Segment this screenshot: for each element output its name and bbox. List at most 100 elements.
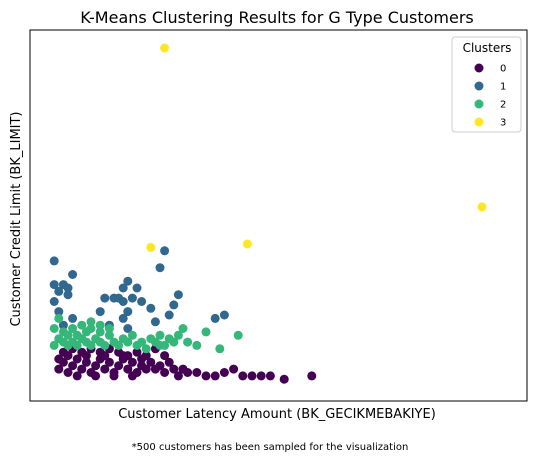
point-cluster-2 <box>192 340 202 350</box>
point-cluster-0 <box>58 347 68 357</box>
point-cluster-0 <box>210 371 220 381</box>
point-cluster-0 <box>307 371 317 381</box>
point-cluster-2 <box>104 330 114 340</box>
point-cluster-1 <box>54 307 64 317</box>
point-cluster-1 <box>49 297 59 306</box>
point-cluster-1 <box>49 256 59 266</box>
point-cluster-1 <box>118 313 128 323</box>
point-cluster-1 <box>210 313 220 323</box>
point-cluster-1 <box>95 307 105 317</box>
point-cluster-1 <box>127 293 137 303</box>
point-cluster-1 <box>173 290 183 300</box>
point-cluster-1 <box>118 283 128 293</box>
point-cluster-0 <box>192 368 202 377</box>
point-cluster-3 <box>242 239 252 249</box>
point-cluster-3 <box>477 202 487 212</box>
legend-label-1: 1 <box>500 82 506 93</box>
footnote: *500 customers has been sampled for the … <box>132 442 409 453</box>
point-cluster-2 <box>215 344 225 354</box>
point-cluster-2 <box>49 340 59 350</box>
point-cluster-0 <box>91 361 101 371</box>
point-cluster-2 <box>95 327 105 337</box>
point-cluster-2 <box>183 337 193 347</box>
point-cluster-2 <box>127 330 137 340</box>
point-cluster-3 <box>160 43 170 53</box>
point-cluster-1 <box>150 317 160 327</box>
point-cluster-1 <box>155 263 165 273</box>
point-cluster-0 <box>114 361 124 371</box>
point-cluster-1 <box>137 297 147 306</box>
point-cluster-2 <box>123 337 133 347</box>
point-cluster-2 <box>86 324 96 333</box>
legend-label-3: 3 <box>500 118 506 129</box>
point-cluster-2 <box>77 320 87 330</box>
point-cluster-1 <box>58 320 68 330</box>
point-cluster-0 <box>63 368 73 377</box>
point-cluster-2 <box>68 324 78 333</box>
point-cluster-1 <box>146 303 156 313</box>
point-cluster-1 <box>68 270 78 279</box>
point-cluster-0 <box>109 371 119 381</box>
point-cluster-3 <box>146 242 156 252</box>
point-cluster-0 <box>164 357 174 367</box>
point-cluster-0 <box>127 371 137 381</box>
point-cluster-0 <box>256 371 266 381</box>
point-cluster-1 <box>132 283 142 293</box>
point-cluster-1 <box>54 286 64 296</box>
legend-marker-0 <box>474 63 484 73</box>
point-cluster-0 <box>77 347 87 357</box>
point-cluster-0 <box>160 368 170 377</box>
point-cluster-0 <box>68 361 78 371</box>
point-cluster-2 <box>49 324 59 333</box>
point-cluster-2 <box>178 324 188 333</box>
point-cluster-0 <box>100 364 110 374</box>
chart-title: K-Means Clustering Results for G Type Cu… <box>80 8 474 27</box>
point-cluster-0 <box>123 364 133 374</box>
point-cluster-0 <box>183 368 193 377</box>
point-cluster-0 <box>141 351 151 361</box>
point-cluster-2 <box>104 324 114 333</box>
x-axis-label: Customer Latency Amount (BK_GECIKMEBAKIY… <box>118 407 436 422</box>
point-cluster-0 <box>219 368 229 377</box>
point-cluster-1 <box>49 280 59 290</box>
point-cluster-2 <box>63 330 73 340</box>
point-cluster-0 <box>141 364 151 374</box>
legend-label-2: 2 <box>500 100 506 111</box>
point-cluster-0 <box>169 364 179 374</box>
point-cluster-0 <box>91 371 101 381</box>
point-cluster-0 <box>265 371 275 381</box>
legend-label-0: 0 <box>500 64 506 75</box>
point-cluster-2 <box>54 313 64 323</box>
point-cluster-0 <box>173 371 183 381</box>
point-cluster-0 <box>81 357 91 367</box>
point-cluster-1 <box>123 324 133 333</box>
legend-entries: 0 1 2 3 <box>474 63 506 129</box>
point-cluster-0 <box>127 357 137 367</box>
point-cluster-2 <box>95 320 105 330</box>
point-cluster-0 <box>201 371 211 381</box>
point-cluster-1 <box>63 290 73 300</box>
point-cluster-0 <box>72 354 82 364</box>
legend-box <box>451 36 522 133</box>
point-cluster-2 <box>86 317 96 327</box>
legend-marker-2 <box>474 99 484 109</box>
point-cluster-0 <box>247 371 257 381</box>
point-cluster-0 <box>155 361 165 371</box>
point-cluster-0 <box>114 347 124 357</box>
point-cluster-2 <box>155 330 165 340</box>
point-cluster-0 <box>95 347 105 357</box>
point-cluster-2 <box>173 330 183 340</box>
point-cluster-0 <box>146 357 156 367</box>
legend: Clusters 0 1 2 3 <box>451 36 522 133</box>
point-cluster-0 <box>279 374 289 384</box>
point-cluster-0 <box>77 364 87 374</box>
point-cluster-1 <box>169 300 179 310</box>
point-cluster-0 <box>72 371 82 381</box>
legend-marker-1 <box>474 81 484 91</box>
point-cluster-2 <box>114 340 124 350</box>
point-cluster-1 <box>123 276 133 286</box>
point-cluster-0 <box>54 354 64 364</box>
legend-marker-3 <box>474 117 484 127</box>
